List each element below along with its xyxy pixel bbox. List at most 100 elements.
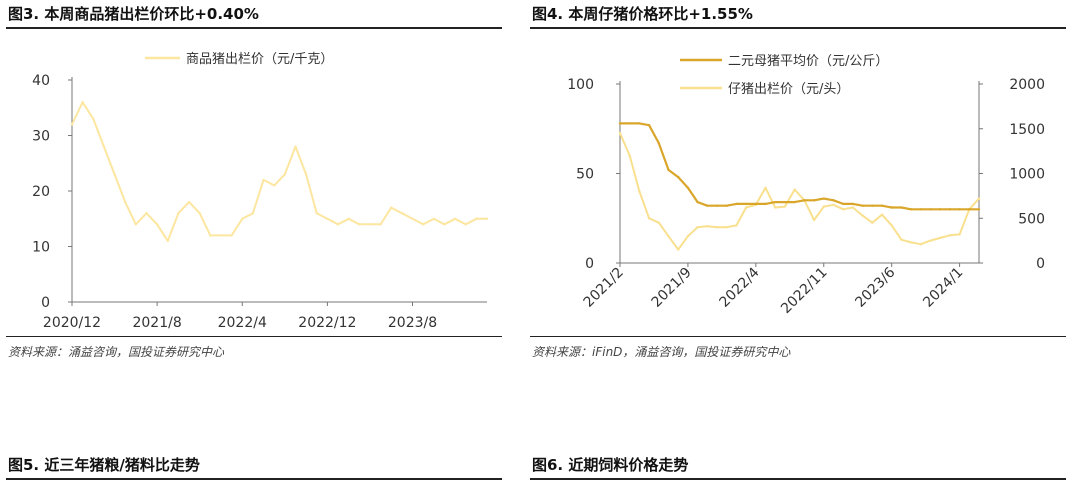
data-point-sow [803, 199, 806, 202]
data-point-piglet [783, 205, 787, 208]
data-point-piglet [667, 235, 670, 238]
right-tick-label: 2000 [1009, 77, 1045, 93]
data-point-sow [977, 208, 981, 211]
data-point [92, 117, 95, 121]
data-point-sow [929, 208, 932, 211]
x-tick-label: 2023/6 [852, 264, 898, 310]
data-point-piglet [774, 206, 777, 209]
data-point [347, 217, 350, 220]
data-point-sow [909, 208, 913, 211]
data-point [485, 217, 489, 220]
right-tick-label: 1500 [1009, 122, 1045, 138]
data-point [209, 234, 212, 237]
data-point [155, 223, 159, 226]
data-point [124, 200, 127, 204]
data-point-sow [793, 200, 796, 204]
data-point-piglet [657, 221, 660, 224]
data-point-sow [822, 197, 825, 200]
figure3-title-rule [6, 27, 502, 29]
figure5-title-rule [6, 478, 502, 480]
data-point [453, 217, 457, 220]
data-point-sow [812, 199, 816, 202]
data-point-sow [764, 202, 767, 206]
x-tick-label: 2021/8 [132, 315, 181, 331]
series-line-piglet-price [619, 132, 980, 251]
right-tick-label: 500 [1018, 211, 1045, 227]
x-tick-label: 2020/12 [43, 315, 101, 331]
figure5-title: 图5. 近三年猪粮/猪料比走势 [8, 456, 200, 474]
data-point [251, 212, 255, 215]
data-point-piglet [948, 234, 952, 237]
pig-price-chart: 0 10 20 30 40 2020/12 2021/8 2022/4 2022/12 2023/… [32, 52, 489, 331]
data-point-sow [890, 206, 893, 209]
data-point-sow [725, 204, 728, 207]
data-point-piglet [832, 203, 835, 206]
data-point-sow [871, 204, 874, 207]
data-point-piglet [851, 206, 855, 209]
data-point [432, 217, 435, 220]
x-tick-label: 2022/11 [778, 265, 830, 317]
data-point-sow [618, 122, 622, 125]
y-tick-label: 30 [32, 129, 50, 145]
data-point-piglet [677, 248, 680, 251]
figure6-title: 图6. 近期饲料价格走势 [532, 456, 689, 474]
data-point-piglet [929, 239, 932, 242]
data-point [262, 178, 265, 182]
figure6-title-rule [530, 478, 1066, 480]
data-point-sow [939, 208, 942, 211]
data-point-piglet [939, 236, 942, 240]
data-point [326, 217, 329, 220]
right-tick-label: 0 [1036, 256, 1045, 272]
data-point-piglet [871, 221, 874, 224]
left-tick-label: 50 [576, 167, 594, 183]
figure4-title: 图4. 本周仔猪价格环比+1.55% [532, 5, 753, 23]
data-point-piglet [725, 226, 728, 229]
data-point [464, 223, 467, 226]
data-point [336, 223, 340, 226]
legend-label-pig-price: 商品猪出栏价（元/千克） [186, 52, 333, 67]
figure4-source: 资料来源：iFinD，涌益咨询，国投证券研究中心 [532, 345, 791, 359]
x-tick-label: 2023/8 [388, 315, 437, 331]
data-point-piglet [861, 214, 864, 217]
data-point [475, 217, 478, 220]
x-tick-label: 2022/4 [218, 315, 267, 331]
data-point [315, 212, 318, 215]
data-point-piglet [647, 217, 651, 220]
data-point-sow [774, 200, 777, 204]
data-point-sow [715, 204, 719, 207]
data-point-sow [948, 208, 952, 211]
right-tick-label: 1000 [1009, 167, 1045, 183]
data-point-piglet [764, 186, 767, 189]
data-point-piglet [715, 226, 719, 229]
data-point-piglet [958, 233, 961, 236]
left-tick-label: 0 [585, 256, 594, 272]
data-point-piglet [880, 213, 884, 216]
data-point-piglet [628, 154, 631, 157]
data-point-piglet [618, 132, 622, 135]
data-point-sow [657, 141, 660, 145]
data-point [390, 206, 393, 209]
data-point [358, 223, 361, 226]
data-point [443, 223, 446, 226]
data-point [294, 145, 297, 148]
legend-label-piglet-price: 仔猪出栏价（元/头） [728, 82, 849, 97]
data-point-piglet [793, 188, 796, 191]
data-point-sow [735, 202, 738, 206]
data-point [134, 223, 137, 226]
data-point-sow [696, 200, 699, 204]
data-point-piglet [977, 197, 981, 200]
data-point-piglet [744, 206, 748, 209]
data-point-sow [628, 122, 631, 125]
data-point-piglet [638, 190, 641, 193]
figure3-source: 资料来源：涌益咨询，国投证券研究中心 [8, 345, 225, 359]
data-point-piglet [696, 226, 699, 229]
data-point-sow [706, 204, 709, 207]
data-point-sow [861, 204, 864, 207]
data-point-sow [851, 202, 855, 206]
data-point [411, 217, 414, 220]
data-point [273, 184, 276, 187]
data-point-sow [754, 202, 757, 206]
data-point [198, 212, 201, 215]
data-point [241, 217, 244, 220]
x-tick-label: 2022/4 [717, 264, 763, 310]
